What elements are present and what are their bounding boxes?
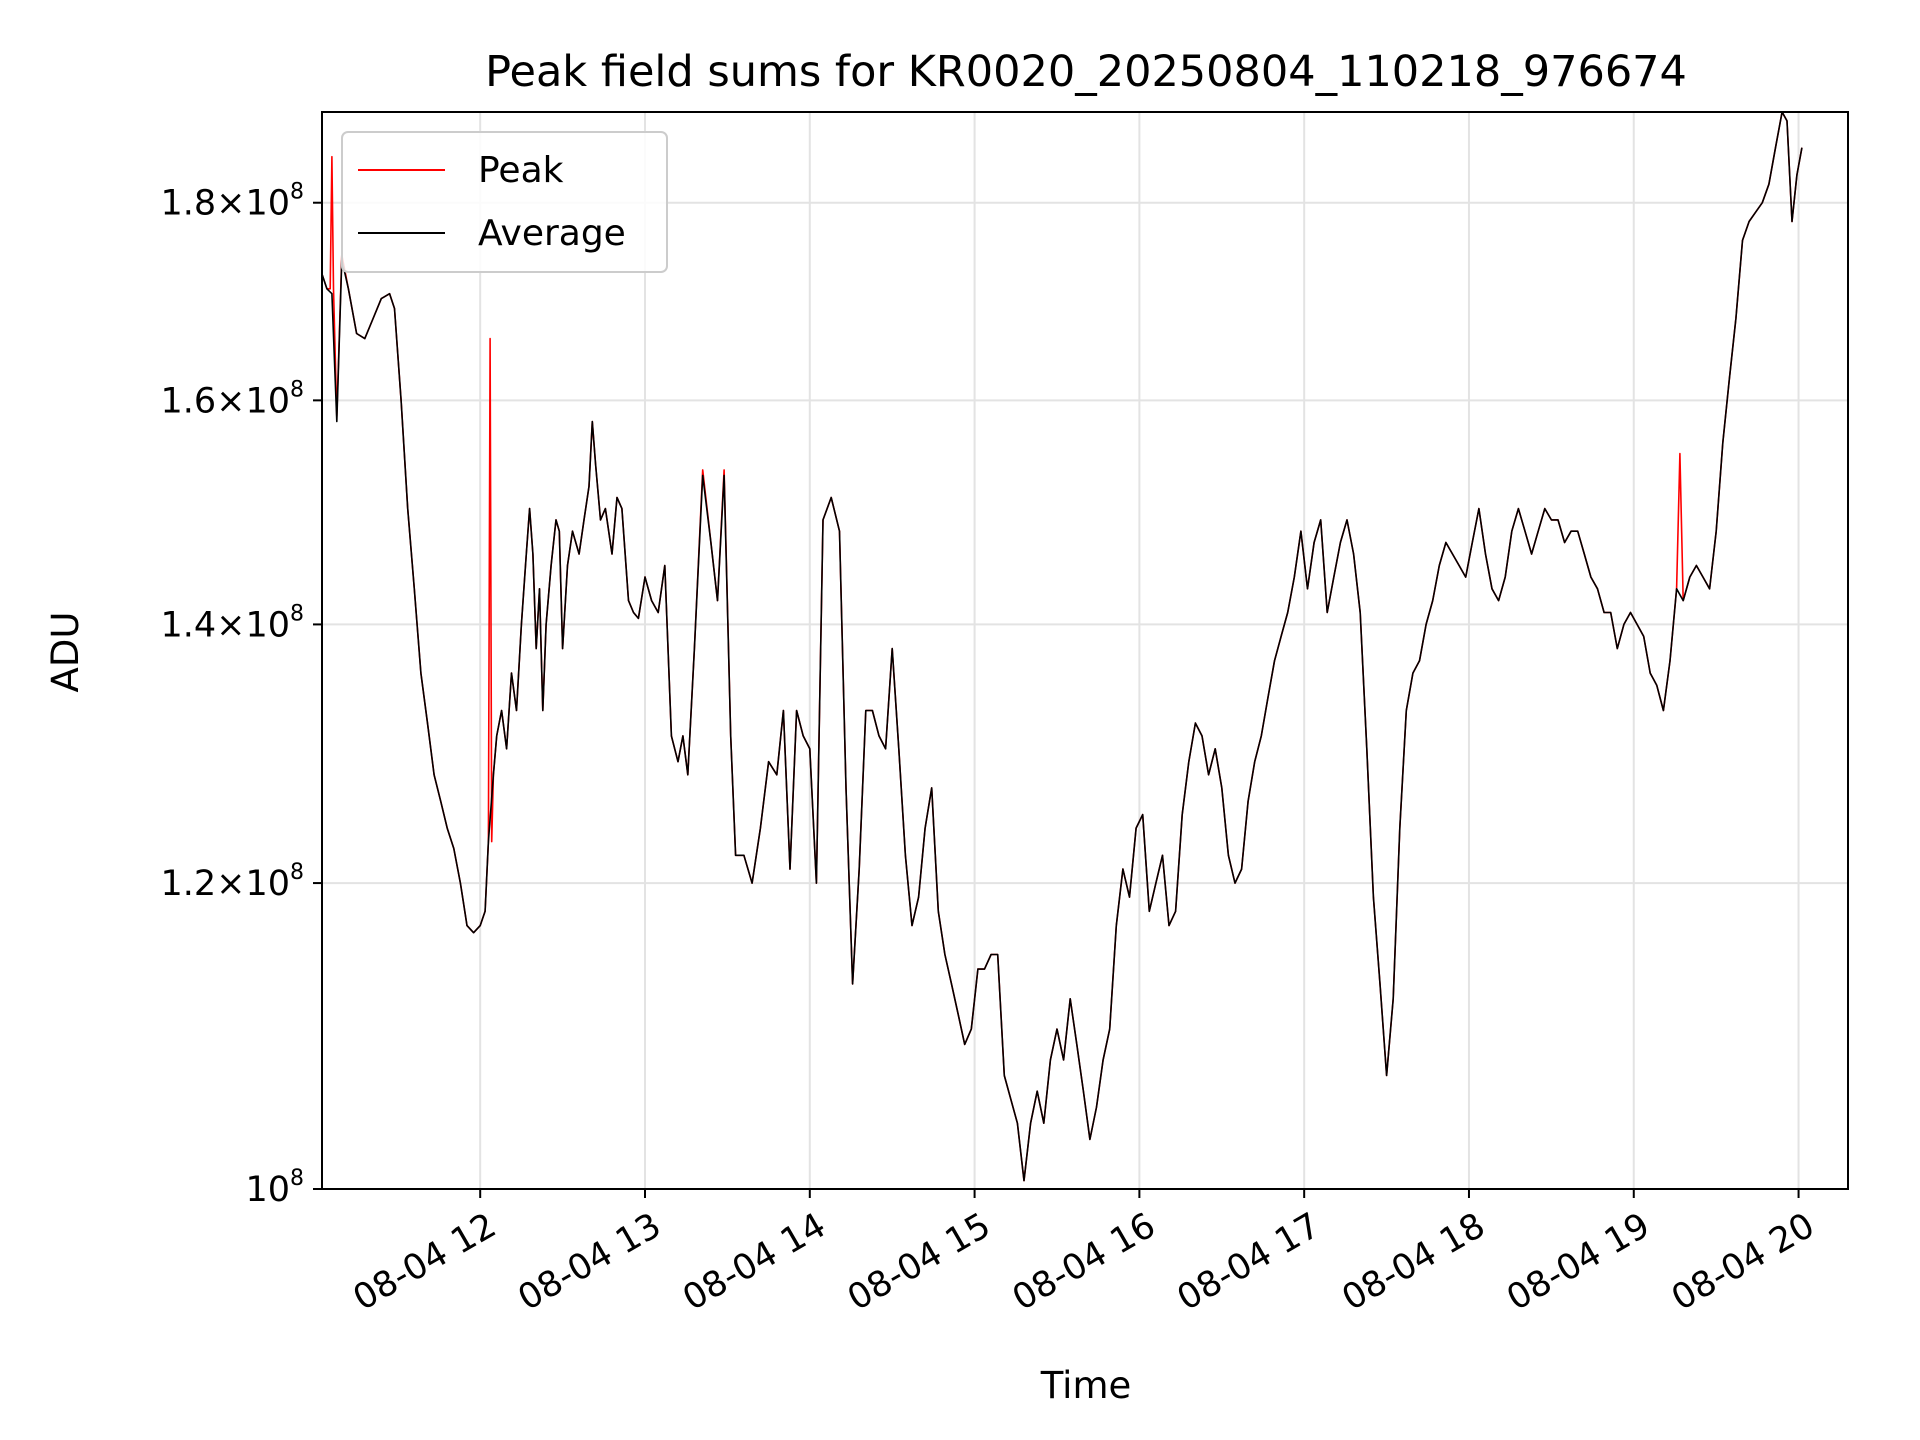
series-layer	[322, 112, 1803, 1182]
chart-title: Peak field sums for KR0020_20250804_1102…	[485, 47, 1687, 97]
y-axis-label: ADU	[44, 612, 87, 693]
y-axis: 108 1.2×108 1.4×108 1.6×108 1.8×108	[160, 180, 322, 1210]
y-tick-label: 1.6×108	[160, 377, 304, 421]
legend-label-average: Average	[478, 213, 626, 254]
legend: Peak Average	[341, 131, 668, 273]
plot-frame	[321, 111, 1849, 1190]
legend-label-peak: Peak	[478, 150, 564, 191]
y-tick-label: 1.8×108	[160, 180, 304, 224]
y-tick-label: 1.4×108	[160, 601, 304, 645]
y-tick-label: 1.2×108	[160, 860, 304, 904]
legend-box	[341, 131, 668, 273]
x-axis-label: Time	[1040, 1364, 1132, 1407]
y-tick-label: 108	[245, 1166, 304, 1210]
series-line-average	[322, 112, 1803, 1182]
grid	[322, 112, 1848, 1189]
